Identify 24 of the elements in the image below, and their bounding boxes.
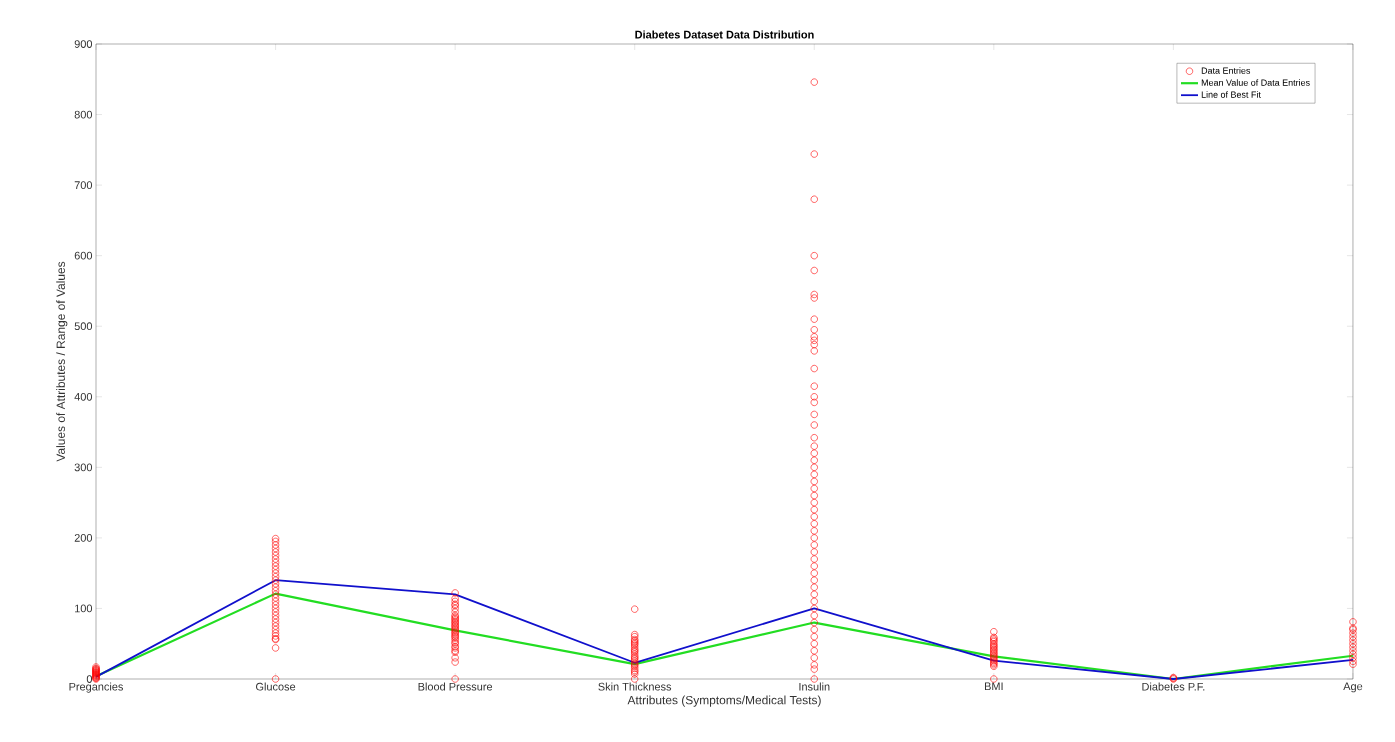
x-tick-label: Insulin <box>799 682 830 691</box>
y-tick-label: 600 <box>74 251 93 260</box>
x-tick-label: Diabetes P.F. <box>1142 682 1205 691</box>
chart-title: Diabetes Dataset Data Distribution <box>635 30 814 39</box>
legend-label: Mean Value of Data Entries <box>1201 79 1310 86</box>
y-tick-label: 900 <box>74 40 93 48</box>
x-tick-label: Glucose <box>256 682 296 691</box>
x-tick-label: Age <box>1343 682 1363 693</box>
y-tick-label: 500 <box>74 322 93 331</box>
x-axis-title: Attributes (Symptoms/Medical Tests) <box>627 695 821 707</box>
y-tick-label: 100 <box>75 604 93 613</box>
y-tick-label: 400 <box>74 392 93 401</box>
x-tick-label: Pregancies <box>69 682 123 693</box>
y-tick-label: 0 <box>86 675 93 683</box>
y-tick-label: 200 <box>74 534 93 542</box>
y-axis-title: Values of Attributes / Range of Values <box>56 261 68 462</box>
y-tick-label: 800 <box>74 110 93 119</box>
x-tick-label: BMI <box>984 682 1003 691</box>
y-tick-label: 300 <box>74 463 93 472</box>
x-tick-label: Skin Thickness <box>598 682 672 691</box>
y-tick-label: 700 <box>74 181 93 189</box>
legend-label: Line of Best Fit <box>1201 91 1261 98</box>
legend-label: Data Entries <box>1201 67 1251 74</box>
x-tick-label: Blood Pressure <box>418 682 493 691</box>
